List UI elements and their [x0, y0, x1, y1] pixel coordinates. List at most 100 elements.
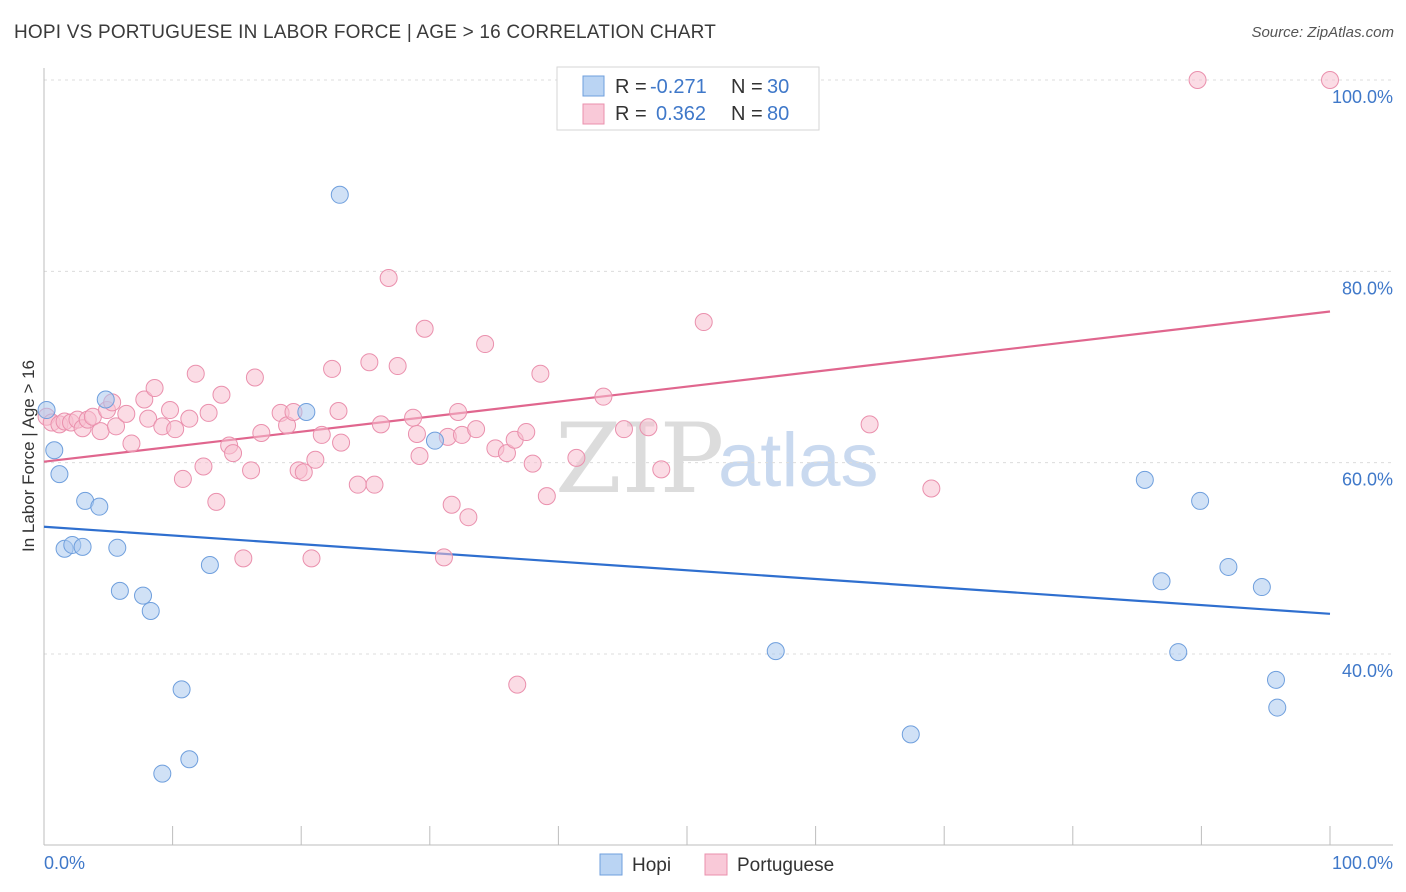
x-tick-label-right: 100.0%	[1332, 853, 1393, 873]
point-hopi-2	[50, 465, 69, 484]
legend-n-value-portuguese: 80	[767, 103, 789, 125]
legend-n-value-hopi: 30	[767, 76, 789, 98]
point-portuguese-9	[91, 422, 110, 441]
point-portuguese-22	[180, 409, 199, 428]
point-portuguese-15	[135, 390, 154, 409]
legend-swatch-portuguese	[582, 103, 605, 125]
y-tick-label-40: 40.0%	[1342, 661, 1393, 681]
point-portuguese-41	[302, 549, 321, 568]
y-tick-label-80: 80.0%	[1342, 278, 1393, 298]
point-portuguese-62	[476, 335, 495, 354]
point-portuguese-70	[537, 487, 556, 506]
point-portuguese-52	[407, 424, 426, 443]
point-portuguese-53	[410, 446, 429, 465]
point-hopi-26	[1219, 557, 1238, 576]
watermark-atlas: atlas	[718, 418, 879, 503]
point-portuguese-44	[332, 433, 351, 452]
point-hopi-25	[1191, 491, 1210, 510]
trend-line-hopi	[43, 525, 1331, 615]
point-portuguese-30	[234, 549, 253, 568]
point-portuguese-73	[614, 420, 633, 439]
point-portuguese-29	[224, 444, 243, 463]
point-portuguese-50	[388, 357, 407, 376]
point-portuguese-26	[207, 492, 226, 511]
point-hopi-12	[141, 601, 160, 620]
x-axis-ticks	[172, 826, 1331, 845]
legend-swatch-hopi	[582, 75, 605, 97]
point-hopi-9	[108, 538, 127, 557]
point-portuguese-20	[166, 420, 185, 439]
point-portuguese-76	[694, 313, 713, 332]
point-portuguese-67	[517, 423, 536, 442]
point-hopi-10	[110, 581, 129, 600]
point-portuguese-46	[360, 353, 379, 372]
point-portuguese-23	[186, 364, 205, 383]
y-tick-labels: 40.0% 60.0% 80.0% 100.0%	[1332, 87, 1393, 681]
point-hopi-21	[901, 725, 920, 744]
point-portuguese-51	[404, 408, 423, 427]
point-portuguese-13	[117, 404, 136, 423]
point-hopi-28	[1266, 670, 1285, 689]
point-portuguese-45	[348, 475, 367, 494]
data-points	[37, 71, 1339, 783]
point-hopi-29	[1268, 698, 1287, 717]
point-portuguese-31	[242, 461, 261, 480]
y-axis-title: In Labor Force | Age > 16	[19, 360, 38, 552]
point-portuguese-69	[531, 364, 550, 383]
point-hopi-15	[180, 750, 199, 769]
point-portuguese-58	[449, 402, 468, 421]
x-tick-label-left: 0.0%	[44, 853, 85, 873]
source-credit: Source: ZipAtlas.com	[1251, 24, 1394, 41]
point-portuguese-39	[306, 450, 325, 469]
point-portuguese-57	[442, 495, 461, 514]
point-hopi-5	[73, 537, 92, 556]
legend-n-label-hopi: N =	[731, 76, 763, 98]
point-portuguese-64	[497, 444, 516, 463]
point-hopi-13	[153, 764, 172, 783]
point-hopi-19	[425, 431, 444, 450]
legend-r-label-portuguese: R =	[615, 103, 647, 125]
point-portuguese-43	[329, 402, 348, 421]
point-portuguese-33	[252, 424, 271, 443]
point-hopi-1	[45, 441, 64, 460]
point-hopi-11	[134, 586, 153, 605]
legend-r-value-portuguese: 0.362	[656, 103, 706, 125]
point-portuguese-25	[199, 403, 218, 422]
point-portuguese-17	[145, 379, 164, 398]
point-hopi-0	[37, 401, 56, 420]
point-portuguese-32	[245, 368, 264, 387]
bottom-legend-swatch-portuguese	[704, 853, 728, 876]
point-portuguese-49	[379, 269, 398, 288]
point-portuguese-55	[434, 548, 453, 567]
chart-title: HOPI VS PORTUGUESE IN LABOR FORCE | AGE …	[14, 22, 717, 43]
point-portuguese-21	[173, 469, 192, 488]
point-portuguese-19	[161, 401, 180, 420]
point-portuguese-71	[567, 448, 586, 467]
point-hopi-27	[1252, 578, 1271, 597]
point-portuguese-74	[639, 418, 658, 437]
legend-r-value-hopi: -0.271	[650, 76, 707, 98]
point-portuguese-42	[323, 359, 342, 378]
point-portuguese-68	[523, 454, 542, 473]
point-portuguese-16	[139, 409, 158, 428]
point-portuguese-72	[594, 387, 613, 406]
point-portuguese-75	[652, 460, 671, 479]
grid-lines	[44, 79, 1393, 655]
point-portuguese-48	[371, 415, 390, 434]
point-hopi-24	[1169, 643, 1188, 662]
point-portuguese-78	[922, 479, 941, 498]
point-portuguese-47	[365, 475, 384, 494]
series-legend: Hopi Portuguese	[599, 853, 834, 876]
point-hopi-18	[330, 185, 349, 204]
point-portuguese-54	[415, 319, 434, 338]
point-portuguese-38	[294, 463, 313, 482]
point-hopi-23	[1152, 572, 1171, 591]
bottom-legend-label-hopi: Hopi	[632, 855, 671, 876]
point-hopi-17	[297, 402, 316, 421]
correlation-legend: R = -0.271 N = 30 R = 0.362 N = 80	[556, 66, 820, 131]
point-portuguese-40	[312, 425, 331, 444]
legend-n-label-portuguese: N =	[731, 103, 763, 125]
bottom-legend-swatch-hopi	[599, 853, 623, 876]
point-portuguese-60	[459, 508, 478, 527]
point-hopi-14	[172, 680, 191, 699]
